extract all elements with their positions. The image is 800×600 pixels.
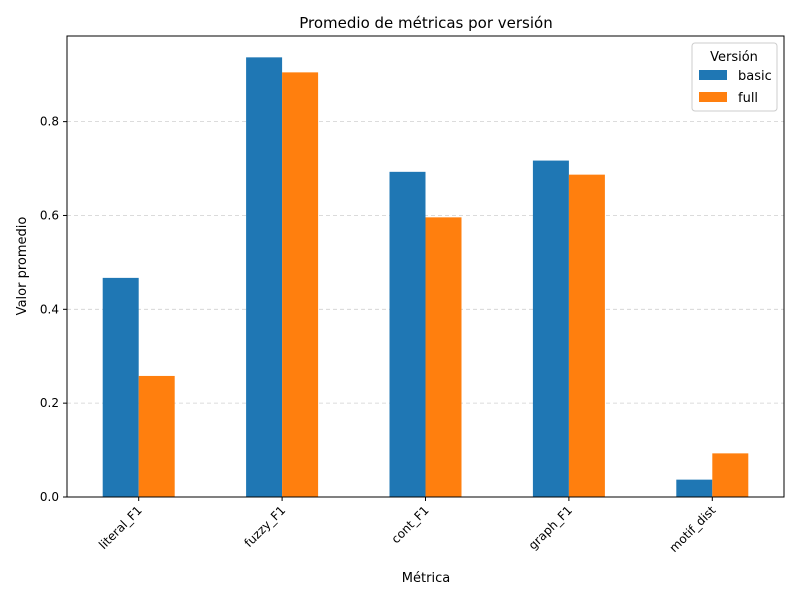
bar-basic-fuzzy_F1 xyxy=(246,57,283,497)
bar-basic-literal_F1 xyxy=(102,277,139,497)
bars xyxy=(102,57,749,498)
legend-swatch-basic xyxy=(699,70,727,80)
bar-basic-motif_dist xyxy=(676,479,713,497)
legend: Versión basic full xyxy=(691,42,778,112)
y-tick-label: 0.0 xyxy=(40,490,59,504)
y-tick-label: 0.6 xyxy=(40,208,59,222)
bar-basic-graph_F1 xyxy=(532,160,569,498)
chart-title: Promedio de métricas por versión xyxy=(299,14,552,32)
bar-basic-cont_F1 xyxy=(389,171,426,497)
legend-title: Versión xyxy=(710,50,758,65)
legend-label-full: full xyxy=(738,91,758,106)
bar-full-literal_F1 xyxy=(138,375,175,497)
bar-full-motif_dist xyxy=(712,453,749,497)
y-tick-label: 0.8 xyxy=(40,115,59,129)
bar-full-graph_F1 xyxy=(568,174,605,497)
y-tick-label: 0.4 xyxy=(40,302,59,316)
y-axis-label: Valor promedio xyxy=(15,217,30,316)
legend-swatch-full xyxy=(699,92,727,102)
y-tick-label: 0.2 xyxy=(40,396,59,410)
bar-full-fuzzy_F1 xyxy=(282,72,319,498)
bar-full-cont_F1 xyxy=(425,217,462,497)
x-axis-label: Métrica xyxy=(402,571,450,586)
y-axis: 0.0 0.2 0.4 0.6 0.8 xyxy=(40,115,67,504)
legend-label-basic: basic xyxy=(738,69,772,84)
